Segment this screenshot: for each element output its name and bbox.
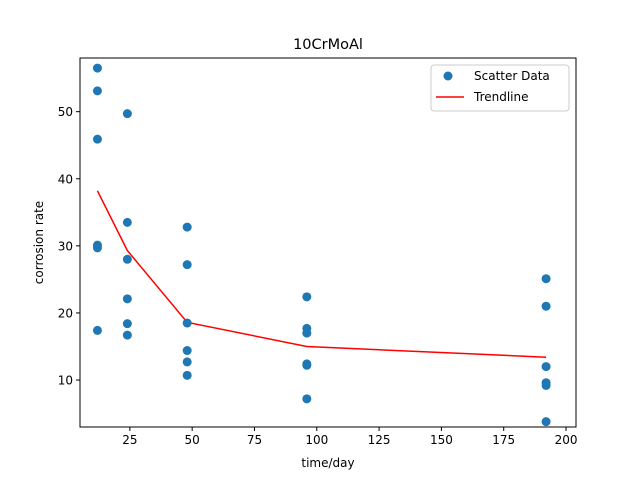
scatter-point: [302, 292, 312, 302]
y-tick-label: 30: [58, 239, 73, 253]
scatter-point: [302, 328, 312, 338]
legend-marker-scatter: [443, 71, 453, 81]
legend-label-scatter: Scatter Data: [474, 69, 550, 83]
legend-label-trendline: Trendline: [473, 90, 529, 104]
x-axis-label: time/day: [301, 456, 354, 470]
x-tick-label: 50: [185, 433, 200, 447]
plot-area: [92, 63, 551, 427]
scatter-point: [122, 319, 132, 329]
scatter-point: [122, 109, 132, 119]
x-tick-label: 200: [555, 433, 578, 447]
scatter-point: [182, 357, 192, 367]
legend-box: [430, 64, 570, 112]
scatter-point: [302, 360, 312, 370]
scatter-point: [541, 274, 551, 284]
scatter-point: [182, 346, 192, 356]
scatter-point: [541, 380, 551, 390]
scatter-point: [302, 394, 312, 404]
x-tick-label: 125: [368, 433, 391, 447]
scatter-point: [541, 301, 551, 311]
x-tick-label: 175: [492, 433, 515, 447]
y-tick-label: 20: [58, 306, 73, 320]
scatter-point: [92, 243, 102, 253]
y-tick-label: 50: [58, 105, 73, 119]
legend: Scatter Data Trendline: [430, 64, 570, 112]
scatter-point: [122, 330, 132, 340]
y-tick-label: 10: [58, 374, 73, 388]
chart-title: 10CrMoAl: [293, 37, 363, 53]
scatter-point: [92, 63, 102, 73]
y-tick-label: 40: [58, 172, 73, 186]
scatter-point: [92, 134, 102, 144]
x-tick-label: 100: [305, 433, 328, 447]
scatter-point: [122, 254, 132, 264]
x-tick-label: 75: [247, 433, 262, 447]
plot-frame: [79, 57, 577, 428]
scatter-point: [122, 294, 132, 304]
scatter-point: [182, 222, 192, 232]
scatter-point: [541, 417, 551, 427]
axis-ticks: 25 50 75 100 125 150 175 200 10 20 30 40 50: [58, 105, 578, 447]
scatter-point: [182, 260, 192, 270]
scatter-point: [92, 325, 102, 335]
scatter-point: [541, 362, 551, 372]
scatter-point: [182, 318, 192, 328]
scatter-point: [122, 217, 132, 227]
x-tick-label: 25: [122, 433, 137, 447]
scatter-point: [182, 370, 192, 380]
scatter-point: [92, 86, 102, 96]
y-axis-label: corrosion rate: [32, 201, 46, 284]
x-tick-label: 150: [430, 433, 453, 447]
